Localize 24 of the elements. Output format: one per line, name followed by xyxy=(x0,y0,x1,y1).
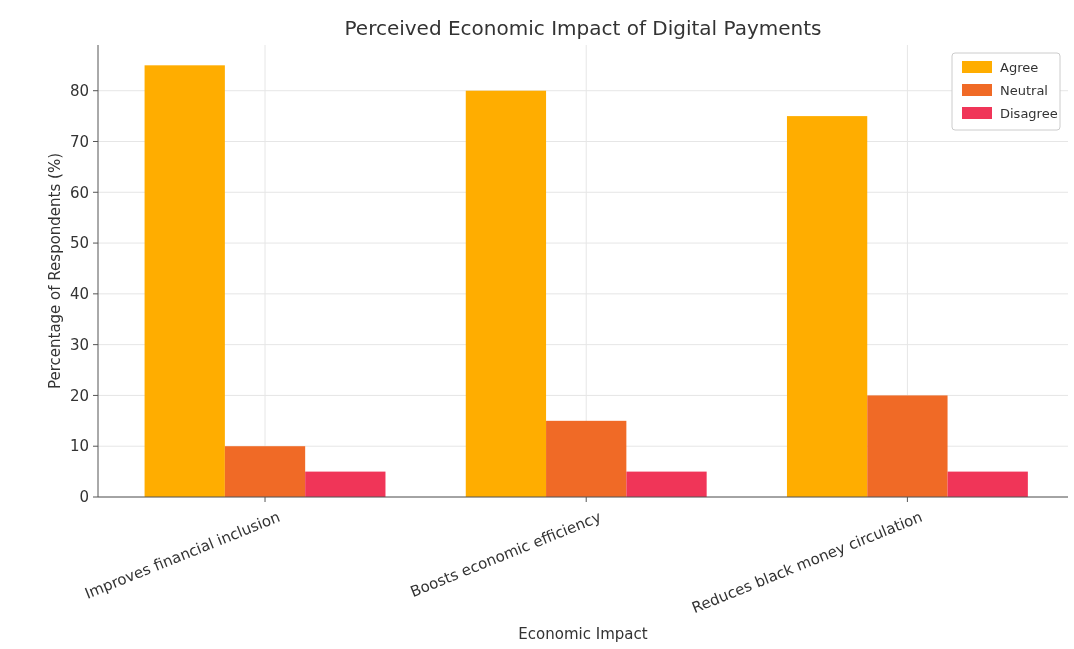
bar xyxy=(947,471,1028,497)
legend-label: Agree xyxy=(1000,59,1039,75)
chart-title: Perceived Economic Impact of Digital Payments xyxy=(344,16,822,40)
legend-label: Neutral xyxy=(1000,82,1048,98)
y-tick-label: 10 xyxy=(69,437,89,456)
legend-label: Disagree xyxy=(1000,105,1058,121)
y-tick-label: 80 xyxy=(69,81,89,100)
bar xyxy=(626,471,707,497)
y-tick-label: 40 xyxy=(69,285,89,304)
x-axis-title: Economic Impact xyxy=(518,625,648,643)
y-tick-label: 0 xyxy=(79,488,89,507)
bar xyxy=(144,65,225,497)
bar xyxy=(465,90,547,497)
y-tick-label: 20 xyxy=(69,386,89,405)
y-tick-label: 30 xyxy=(69,335,89,354)
bar xyxy=(305,471,386,497)
bar xyxy=(224,446,306,497)
y-axis-title: Percentage of Respondents (%) xyxy=(46,152,64,390)
bar xyxy=(786,116,868,497)
bar xyxy=(867,395,948,497)
y-tick-label: 70 xyxy=(69,132,89,151)
y-tick-label: 60 xyxy=(69,183,89,202)
bar xyxy=(546,420,627,497)
y-tick-label: 50 xyxy=(69,234,89,253)
